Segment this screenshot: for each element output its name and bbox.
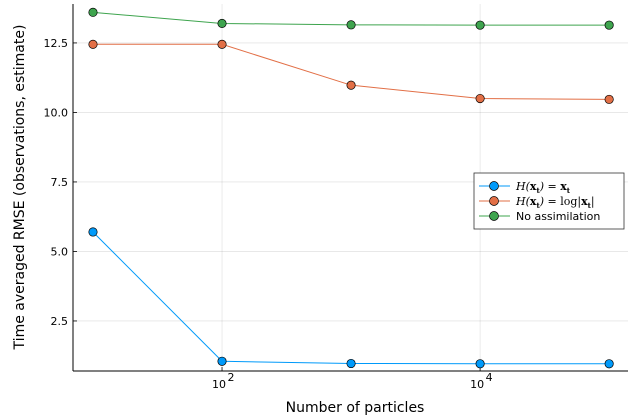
x-tick-exponent: 4 (486, 371, 493, 384)
series-3-point (217, 18, 227, 29)
series-3-point (475, 20, 485, 30)
y-axis-ticks: 2.5 5.0 7.5 10.0 12.5 (44, 37, 77, 328)
series-2-point (88, 39, 98, 49)
series-1-point (346, 358, 356, 369)
legend-label-2: H(xt) = log|xt| (515, 195, 595, 210)
axes-frame (72, 4, 628, 372)
x-axis-label: Number of particles (286, 400, 425, 416)
y-tick-label: 7.5 (51, 176, 69, 189)
y-tick-label: 2.5 (51, 315, 69, 328)
legend: H(xt) = xtH(xt) = log|xt|No assimilation (473, 172, 625, 230)
x-tick-label: 10 (212, 378, 226, 391)
series-2-point (475, 93, 485, 104)
x-tick-label: 10 (470, 378, 484, 391)
legend-marker-2 (489, 196, 499, 206)
legend-marker-3 (489, 211, 499, 221)
legend-label-1: H(xt) = xt (515, 180, 571, 195)
legend-marker-1 (489, 181, 499, 191)
legend-label-3: No assimilation (516, 210, 600, 223)
x-tick-exponent: 2 (228, 371, 235, 384)
series-3-point (346, 20, 356, 30)
series-3-point (88, 7, 98, 17)
y-tick-label: 12.5 (44, 37, 69, 50)
series-2-point (346, 80, 356, 90)
y-tick-label: 10.0 (44, 106, 69, 119)
series-1-point (475, 359, 485, 369)
grid (73, 4, 628, 371)
y-tick-label: 5.0 (51, 245, 69, 258)
series-2-point (604, 94, 614, 104)
series-1-point (217, 356, 227, 366)
series-1-point (604, 359, 614, 369)
series-2-point (217, 39, 227, 49)
series-1-point (88, 227, 98, 237)
series-3-point (604, 20, 614, 30)
series-group (88, 7, 614, 369)
y-axis-label: Time averaged RMSE (observations, estima… (12, 25, 28, 351)
